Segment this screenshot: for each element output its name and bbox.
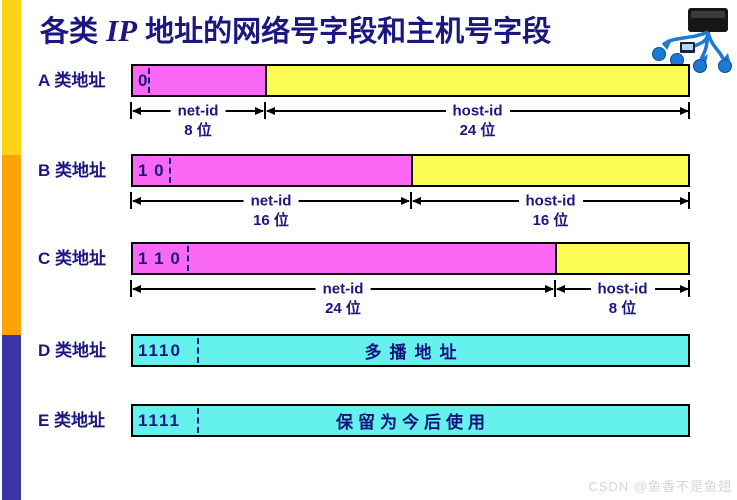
netid-label: net-id	[243, 192, 299, 210]
class-d-description: 多播地址	[364, 343, 465, 362]
tick	[688, 280, 690, 297]
class-b-bar: 1 0	[131, 154, 690, 187]
netid-label: net-id	[170, 102, 226, 120]
class-b-netid-measure: net-id 16 位	[131, 190, 411, 230]
netid-bits: 8 位	[184, 122, 212, 139]
edge-strip-orange	[2, 155, 21, 335]
class-a-label: A 类地址	[38, 71, 106, 90]
class-b-hostid-segment	[413, 156, 688, 185]
arrowhead-right	[545, 285, 554, 293]
title-pre: 各类	[40, 16, 107, 48]
class-c-netid-measure: net-id 24 位	[131, 278, 555, 318]
class-a-prefix-bits: 0	[138, 71, 149, 90]
class-d-label: D 类地址	[38, 341, 106, 360]
tick	[130, 192, 132, 209]
class-a-prefix-divider	[148, 68, 150, 93]
arrowhead-right	[680, 197, 689, 205]
title-post: 地址的网络号字段和主机号字段	[137, 16, 552, 48]
class-e-prefix-divider	[197, 408, 199, 433]
class-e-segment: 1111 保留为今后使用	[133, 406, 688, 435]
edge-strip-yellow	[2, 0, 21, 155]
tick	[130, 280, 132, 297]
tick	[410, 192, 412, 209]
class-e-description: 保留为今后使用	[336, 413, 490, 432]
network-icon	[652, 8, 732, 73]
tick	[688, 192, 690, 209]
watermark: CSDN @鱼香不是鱼翅	[588, 479, 732, 494]
arrowhead-left	[412, 197, 421, 205]
arrowhead-right	[255, 107, 264, 115]
class-b-prefix-divider	[169, 158, 171, 183]
hostid-label: host-id	[445, 102, 510, 120]
class-d-segment: 1110 多播地址	[133, 336, 688, 365]
arrowhead-right	[680, 107, 689, 115]
hostid-label: host-id	[518, 192, 583, 210]
class-b-hostid-measure: host-id 16 位	[411, 190, 690, 230]
arrowhead-right	[401, 197, 410, 205]
class-a-bar: 0	[131, 64, 690, 97]
class-b-netid-segment: 1 0	[133, 156, 413, 185]
class-d-bar: 1110 多播地址	[131, 334, 690, 367]
arrowhead-left	[556, 285, 565, 293]
arrowhead-left	[132, 107, 141, 115]
tick	[264, 102, 266, 119]
arrowhead-left	[266, 107, 275, 115]
class-e-prefix-bits: 1111	[138, 411, 182, 430]
class-c-hostid-segment	[557, 244, 688, 273]
class-c-prefix-divider	[187, 246, 189, 271]
tick	[130, 102, 132, 119]
class-d-prefix-divider	[197, 338, 199, 363]
class-d-prefix-bits: 1110	[138, 341, 182, 360]
netid-label: net-id	[315, 280, 371, 298]
class-c-hostid-measure: host-id 8 位	[555, 278, 690, 318]
class-e-label: E 类地址	[38, 411, 106, 430]
class-c-bar: 1 1 0	[131, 242, 690, 275]
netid-bits: 24 位	[325, 300, 361, 317]
title-ip: IP	[106, 13, 138, 48]
class-c-prefix-bits: 1 1 0	[138, 249, 181, 268]
class-b-label: B 类地址	[38, 161, 106, 180]
hostid-bits: 8 位	[608, 300, 637, 317]
arrowhead-right	[680, 285, 689, 293]
class-a-netid-segment: 0	[133, 66, 267, 95]
page-title: 各类 IP 地址的网络号字段和主机号字段	[40, 8, 690, 50]
hostid-bits: 24 位	[459, 122, 496, 139]
class-a-hostid-measure: host-id 24 位	[265, 100, 690, 140]
class-a-netid-measure: net-id 8 位	[131, 100, 265, 140]
class-c-label: C 类地址	[38, 249, 106, 268]
class-b-prefix-bits: 1 0	[138, 161, 165, 180]
arrowhead-left	[132, 197, 141, 205]
hostid-label: host-id	[590, 280, 655, 298]
class-e-bar: 1111 保留为今后使用	[131, 404, 690, 437]
hostid-bits: 16 位	[532, 212, 569, 229]
class-c-netid-segment: 1 1 0	[133, 244, 557, 273]
tick	[554, 280, 556, 297]
class-a-hostid-segment	[267, 66, 688, 95]
netid-bits: 16 位	[253, 212, 289, 229]
edge-strip-blue	[2, 335, 21, 500]
arrowhead-left	[132, 285, 141, 293]
tick	[688, 102, 690, 119]
